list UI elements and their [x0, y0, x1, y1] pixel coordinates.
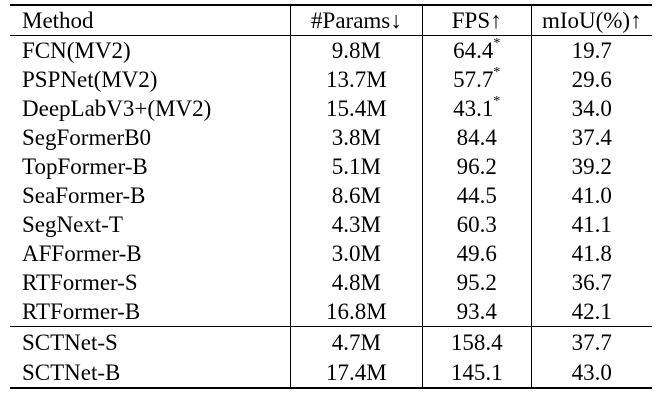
results-table: Method #Params↓ FPS↑ mIoU(%)↑ FCN(MV2) 9… [10, 4, 652, 389]
cell-fps: 43.1* [421, 94, 532, 123]
cell-params: 5.1M [289, 152, 423, 181]
cell-method: SCTNet-B [22, 360, 121, 385]
fps-mark: * [493, 36, 501, 52]
fps-mark: * [493, 65, 501, 81]
cell-params: 3.0M [289, 239, 423, 268]
cell-fps: 158.4 [421, 326, 532, 358]
cell-miou: 19.7 [530, 35, 652, 65]
cell-method: FCN(MV2) [22, 38, 131, 63]
cell-miou: 37.7 [530, 326, 652, 358]
cell-fps: 95.2 [421, 268, 532, 297]
cell-miou: 37.4 [530, 123, 652, 152]
table-row: AFFormer-B 3.0M 49.6 41.8 [10, 239, 652, 268]
cell-method: SCTNet-S [22, 330, 118, 355]
cell-miou: 39.2 [530, 152, 652, 181]
cell-params: 4.8M [289, 268, 423, 297]
cell-method: SeaFormer-B [22, 183, 146, 208]
cell-params: 17.4M [289, 358, 423, 388]
fps-value: 43.1 [453, 96, 494, 121]
cell-params: 13.7M [289, 65, 423, 94]
header-method: Method [22, 8, 94, 33]
cell-params: 9.8M [289, 35, 423, 65]
cell-miou: 41.0 [530, 181, 652, 210]
table-row: TopFormer-B 5.1M 96.2 39.2 [10, 152, 652, 181]
table-row: SeaFormer-B 8.6M 44.5 41.0 [10, 181, 652, 210]
table-row: SegNext-T 4.3M 60.3 41.1 [10, 210, 652, 239]
table-row: SCTNet-B 17.4M 145.1 43.0 [10, 358, 652, 388]
table-row: DeepLabV3+(MV2) 15.4M 43.1* 34.0 [10, 94, 652, 123]
cell-miou: 41.1 [530, 210, 652, 239]
table-row: FCN(MV2) 9.8M 64.4* 19.7 [10, 35, 652, 65]
cell-method: TopFormer-B [22, 154, 148, 179]
cell-method: RTFormer-B [22, 299, 141, 324]
header-params: #Params↓ [289, 5, 423, 36]
cell-params: 8.6M [289, 181, 423, 210]
header-miou: mIoU(%)↑ [530, 5, 652, 36]
cell-method: DeepLabV3+(MV2) [22, 96, 212, 121]
cell-miou: 29.6 [530, 65, 652, 94]
header-row: Method #Params↓ FPS↑ mIoU(%)↑ [10, 5, 652, 36]
cell-fps: 57.7* [421, 65, 532, 94]
cell-fps: 145.1 [421, 358, 532, 388]
fps-value: 57.7 [453, 67, 494, 92]
cell-miou: 36.7 [530, 268, 652, 297]
cell-miou: 41.8 [530, 239, 652, 268]
cell-params: 4.7M [289, 326, 423, 358]
fps-value: 64.4 [453, 38, 494, 63]
table-row: RTFormer-B 16.8M 93.4 42.1 [10, 297, 652, 327]
table-row: SegFormerB0 3.8M 84.4 37.4 [10, 123, 652, 152]
table-row: SCTNet-S 4.7M 158.4 37.7 [10, 326, 652, 358]
cell-fps: 49.6 [421, 239, 532, 268]
cell-method: SegNext-T [22, 212, 123, 237]
cell-method: RTFormer-S [22, 270, 138, 295]
cell-params: 16.8M [289, 297, 423, 327]
cell-fps: 64.4* [421, 35, 532, 65]
cell-method: PSPNet(MV2) [22, 67, 158, 92]
cell-method: AFFormer-B [22, 241, 142, 266]
cell-miou: 34.0 [530, 94, 652, 123]
cell-miou: 43.0 [530, 358, 652, 388]
cell-method: SegFormerB0 [22, 125, 152, 150]
fps-mark: * [493, 94, 501, 110]
cell-params: 4.3M [289, 210, 423, 239]
cell-miou: 42.1 [530, 297, 652, 327]
cell-params: 15.4M [289, 94, 423, 123]
cell-fps: 96.2 [421, 152, 532, 181]
table-row: RTFormer-S 4.8M 95.2 36.7 [10, 268, 652, 297]
table-row: PSPNet(MV2) 13.7M 57.7* 29.6 [10, 65, 652, 94]
header-fps: FPS↑ [421, 5, 532, 36]
cell-params: 3.8M [289, 123, 423, 152]
cell-fps: 84.4 [421, 123, 532, 152]
cell-fps: 44.5 [421, 181, 532, 210]
cell-fps: 93.4 [421, 297, 532, 327]
cell-fps: 60.3 [421, 210, 532, 239]
